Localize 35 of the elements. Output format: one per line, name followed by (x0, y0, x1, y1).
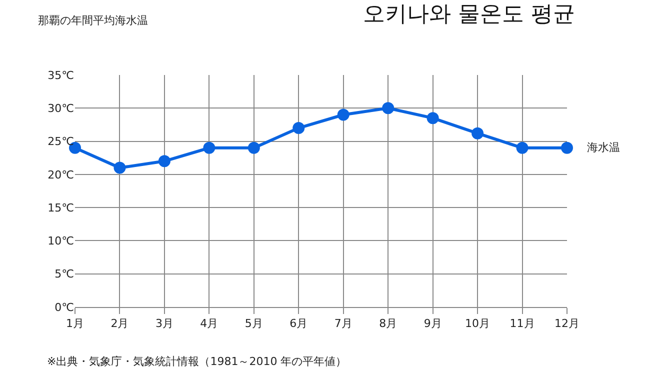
y-tick-label: 15℃ (48, 201, 74, 214)
x-tick-label: 8月 (379, 317, 398, 330)
point (158, 155, 170, 168)
chart-title: 오키나와 물온도 평균 (363, 2, 575, 27)
x-tick-label: 7月 (334, 317, 352, 330)
y-tick-label: 20℃ (48, 168, 74, 182)
y-tick-label: 5℃ (54, 268, 74, 281)
x-tick-label: 10月 (465, 317, 490, 330)
x-tick-label: 9月 (424, 317, 442, 330)
point (426, 112, 439, 124)
x-tick-label: 5月 (244, 317, 263, 330)
x-tick-label: 6月 (290, 317, 308, 330)
point (561, 142, 573, 154)
text: ※出典・気象庁・気象統計情報（1981～2010 年の平年値） (47, 355, 347, 368)
series-label: 海水温 (587, 141, 620, 154)
y-tick-label: 30℃ (48, 102, 74, 115)
point (114, 162, 126, 174)
chart-subtitle: 那覇の年間平均海水温 (38, 14, 148, 27)
x-tick-label: 1月 (66, 317, 84, 330)
y-tick-label: 10℃ (48, 234, 74, 248)
y-tick-label: 35℃ (48, 68, 74, 82)
point (516, 142, 528, 154)
point (248, 142, 260, 154)
point (382, 102, 394, 114)
y-tick-label: 25℃ (48, 135, 74, 148)
x-tick-label: 4月 (200, 317, 218, 330)
point (337, 108, 350, 121)
x-tick-label: 11月 (510, 317, 535, 330)
y-tick-label: 0℃ (54, 300, 74, 314)
x-tick-label: 3月 (155, 317, 174, 330)
point (472, 127, 484, 140)
point (292, 122, 305, 134)
x-tick-label: 12月 (554, 317, 580, 330)
x-tick-label: 2月 (110, 317, 129, 330)
point (203, 142, 216, 154)
